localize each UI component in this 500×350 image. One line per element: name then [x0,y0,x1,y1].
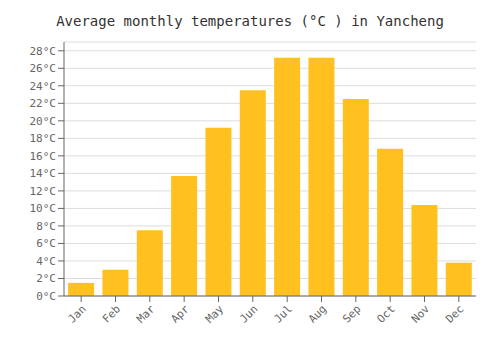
svg-text:8°C: 8°C [36,220,56,233]
svg-text:16°C: 16°C [30,150,57,163]
svg-text:4°C: 4°C [36,255,56,268]
svg-text:22°C: 22°C [30,97,57,110]
svg-text:May: May [203,302,227,326]
svg-text:Oct: Oct [375,302,398,325]
svg-text:Nov: Nov [409,302,433,326]
svg-text:26°C: 26°C [30,62,57,75]
svg-text:24°C: 24°C [30,80,57,93]
svg-text:Sep: Sep [340,302,363,325]
svg-text:28°C: 28°C [30,45,57,58]
svg-text:Jul: Jul [272,302,295,325]
svg-text:Jun: Jun [237,302,260,325]
svg-text:6°C: 6°C [36,237,56,250]
svg-text:14°C: 14°C [30,167,57,180]
svg-text:Apr: Apr [169,302,193,326]
html-text:Average monthly temperatures (: Average monthly temperatures (°C ) in Ya… [56,13,444,29]
svg-text:10°C: 10°C [30,202,57,215]
svg-text:Dec: Dec [443,302,466,325]
svg-text:12°C: 12°C [30,185,57,198]
svg-text:18°C: 18°C [30,132,57,145]
svg-text:Jan: Jan [66,302,89,325]
svg-text:2°C: 2°C [36,272,56,285]
svg-text:Aug: Aug [306,302,329,325]
svg-text:0°C: 0°C [36,290,56,303]
svg-text:Feb: Feb [100,302,123,325]
svg-text:20°C: 20°C [30,115,57,128]
svg-text:Mar: Mar [134,302,158,326]
